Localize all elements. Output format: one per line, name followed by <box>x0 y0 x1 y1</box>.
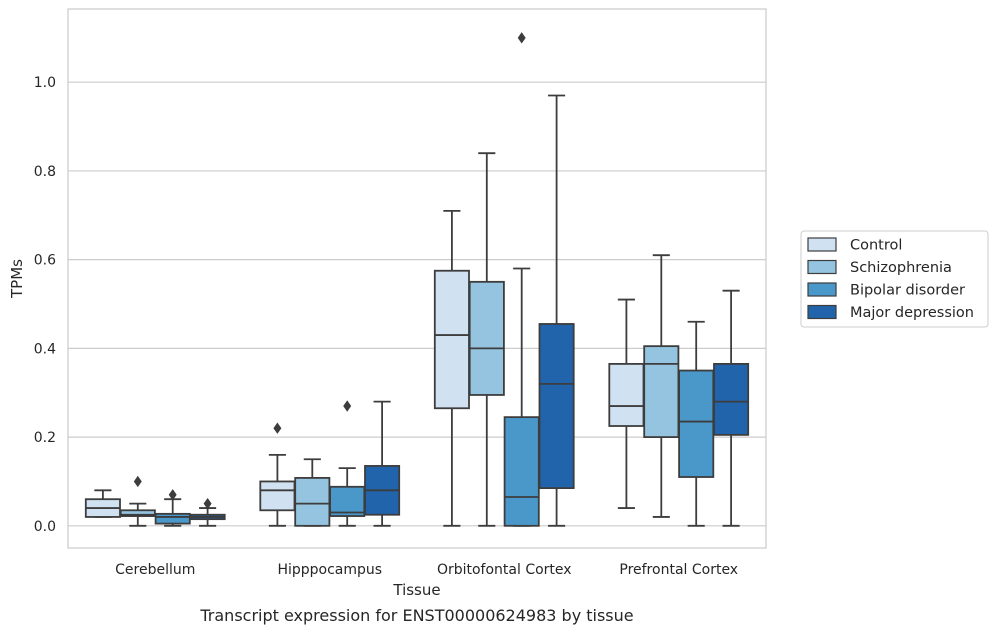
outlier-point <box>203 497 212 510</box>
box <box>329 485 366 517</box>
legend-label: Schizophrenia <box>850 260 952 276</box>
box-group <box>154 489 191 527</box>
y-axis-label: TPMs <box>8 259 26 299</box>
box <box>643 345 680 438</box>
gridlines <box>68 81 766 527</box>
box-group <box>678 320 715 527</box>
chart-caption: Transcript expression for ENST0000062498… <box>199 606 633 625</box>
x-axis-label: Tissue <box>392 581 440 599</box>
box <box>538 323 575 490</box>
box <box>259 480 296 512</box>
legend-swatch <box>807 259 837 275</box>
x-tick-label: Prefrontal Cortex <box>619 562 738 578</box>
box <box>154 512 191 525</box>
box-group <box>538 94 575 527</box>
x-tick-label: Hipppocampus <box>277 562 382 578</box>
box-group <box>294 458 331 527</box>
box <box>608 362 645 427</box>
legend-swatch <box>807 237 837 252</box>
box <box>468 280 505 396</box>
box <box>713 362 750 436</box>
box-group <box>119 475 156 527</box>
box <box>678 369 715 478</box>
legend: Control Schizophrenia Bipolar disorder Majo… <box>800 230 989 328</box>
y-tick-label: 0.8 <box>34 164 56 180</box>
box-group <box>189 497 226 527</box>
legend-label: Major depression <box>850 305 974 321</box>
legend-label: Bipolar disorder <box>850 283 965 299</box>
box-group <box>713 289 750 527</box>
outlier-point <box>168 489 177 501</box>
outlier-point <box>133 475 142 488</box>
y-tick-label: 0.6 <box>34 253 56 269</box>
box-group <box>643 254 680 518</box>
box <box>503 416 540 527</box>
legend-items: Control Schizophrenia Bipolar disorder Majo… <box>807 237 974 321</box>
legend-label: Control <box>850 238 902 254</box>
y-tick-label: 0.0 <box>34 519 56 535</box>
y-tick-label: 1.0 <box>34 75 56 91</box>
y-tick-label: 0.2 <box>34 430 56 446</box>
box-group <box>329 400 366 527</box>
outlier-point <box>343 400 352 412</box>
box <box>433 269 470 410</box>
x-tick-label: Orbitofontal Cortex <box>437 562 572 578</box>
legend-swatch <box>807 282 837 297</box>
y-tick-labels: 0.0 0.2 0.4 0.6 0.8 1.0 <box>34 75 56 535</box>
box-group <box>433 209 470 527</box>
box-group <box>259 422 296 527</box>
box-group <box>84 489 121 518</box>
box-group <box>503 32 540 527</box>
boxes <box>84 32 750 527</box>
y-tick-label: 0.4 <box>34 341 56 357</box>
outlier-point <box>273 422 282 434</box>
x-tick-label: Cerebellum <box>115 562 195 578</box>
legend-swatch <box>807 304 837 320</box>
box-group <box>608 298 645 509</box>
plot-frame <box>67 8 767 549</box>
outlier-point <box>517 32 526 44</box>
box <box>294 477 331 527</box>
box-group <box>364 400 401 527</box>
legend-frame <box>800 230 989 328</box>
x-tick-labels: Cerebellum Hipppocampus Orbitofontal Corte… <box>115 562 738 578</box>
box-group <box>468 152 505 527</box>
